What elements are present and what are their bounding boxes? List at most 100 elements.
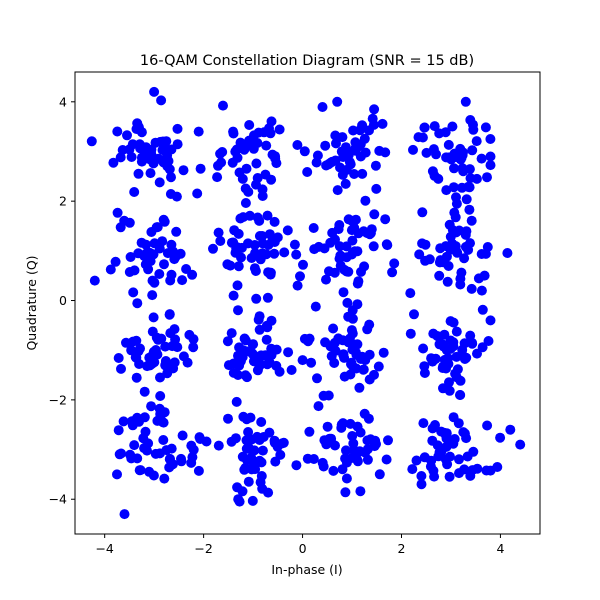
- data-point: [434, 270, 445, 281]
- data-point: [124, 267, 135, 277]
- data-point: [133, 168, 144, 179]
- data-point: [345, 369, 356, 380]
- data-point: [251, 293, 262, 304]
- data-point: [170, 334, 181, 345]
- data-point: [312, 150, 323, 161]
- data-point: [286, 365, 297, 375]
- data-point: [226, 436, 237, 447]
- data-point: [467, 145, 478, 156]
- data-point: [251, 352, 262, 363]
- data-point: [418, 418, 429, 429]
- data-point: [105, 264, 116, 275]
- data-point: [158, 417, 169, 428]
- data-point: [298, 259, 308, 270]
- data-point: [347, 305, 358, 316]
- data-point: [272, 441, 283, 452]
- data-point: [126, 453, 137, 464]
- data-point: [416, 471, 427, 481]
- data-point: [321, 439, 332, 450]
- data-point: [249, 263, 260, 274]
- data-point: [270, 153, 281, 164]
- data-point: [272, 232, 283, 243]
- x-axis-label: In-phase (I): [271, 562, 342, 577]
- data-point: [246, 253, 257, 263]
- data-point: [178, 165, 189, 176]
- data-point: [418, 343, 429, 354]
- data-point: [112, 469, 122, 480]
- data-point: [332, 96, 343, 107]
- data-point: [256, 417, 267, 427]
- data-point: [341, 266, 352, 277]
- data-point: [177, 275, 188, 286]
- data-point: [132, 298, 143, 309]
- data-point: [434, 339, 445, 350]
- data-point: [244, 443, 254, 454]
- data-point: [139, 250, 150, 261]
- data-point: [462, 451, 473, 462]
- data-point: [323, 390, 334, 401]
- data-point: [217, 147, 228, 157]
- data-point: [304, 426, 315, 437]
- data-point: [222, 259, 233, 270]
- data-point: [347, 235, 358, 246]
- data-point: [289, 239, 300, 250]
- y-tick-label: 0: [59, 293, 67, 308]
- data-point: [231, 396, 242, 407]
- data-point: [122, 130, 132, 141]
- data-point: [263, 487, 274, 498]
- data-point: [155, 391, 166, 401]
- data-point: [485, 151, 496, 162]
- data-point: [178, 351, 189, 362]
- x-axis-ticks: −4 −2 0 2 4: [95, 534, 504, 556]
- data-point: [233, 305, 243, 316]
- data-point: [460, 96, 471, 107]
- data-point: [195, 163, 206, 174]
- data-point: [158, 214, 169, 225]
- data-point: [110, 256, 121, 267]
- data-point: [339, 149, 350, 160]
- data-point: [338, 287, 349, 298]
- data-point: [115, 152, 126, 163]
- data-point: [355, 486, 366, 497]
- data-point: [369, 209, 380, 220]
- data-point: [461, 226, 472, 237]
- data-point: [383, 435, 393, 446]
- data-point: [353, 276, 364, 287]
- data-point: [451, 192, 461, 203]
- data-point: [457, 182, 467, 193]
- data-point: [155, 372, 165, 383]
- data-point: [435, 243, 446, 254]
- data-point: [172, 123, 183, 134]
- data-point: [405, 288, 416, 299]
- data-point: [164, 164, 175, 175]
- data-point: [357, 168, 368, 179]
- data-point: [411, 455, 422, 466]
- data-point: [358, 364, 369, 375]
- data-point: [330, 345, 341, 356]
- data-point: [445, 316, 456, 327]
- data-point: [243, 476, 254, 487]
- data-point: [292, 280, 303, 291]
- data-point: [449, 163, 459, 174]
- data-point: [444, 471, 455, 482]
- data-point: [441, 428, 452, 439]
- data-point: [359, 408, 370, 419]
- data-point: [188, 334, 199, 345]
- data-point: [471, 173, 482, 184]
- data-point: [479, 270, 490, 281]
- data-point: [425, 461, 436, 472]
- x-tick-label: 2: [398, 541, 406, 556]
- data-point: [448, 182, 459, 193]
- data-point: [477, 304, 488, 315]
- data-point: [371, 183, 382, 194]
- data-point: [477, 342, 488, 353]
- data-point: [341, 473, 352, 484]
- data-point: [373, 361, 384, 372]
- data-point: [485, 315, 496, 326]
- data-point: [329, 337, 340, 348]
- data-point: [166, 443, 177, 454]
- data-point: [364, 349, 375, 360]
- data-point: [160, 341, 171, 352]
- data-point: [405, 328, 416, 339]
- data-point: [467, 465, 478, 476]
